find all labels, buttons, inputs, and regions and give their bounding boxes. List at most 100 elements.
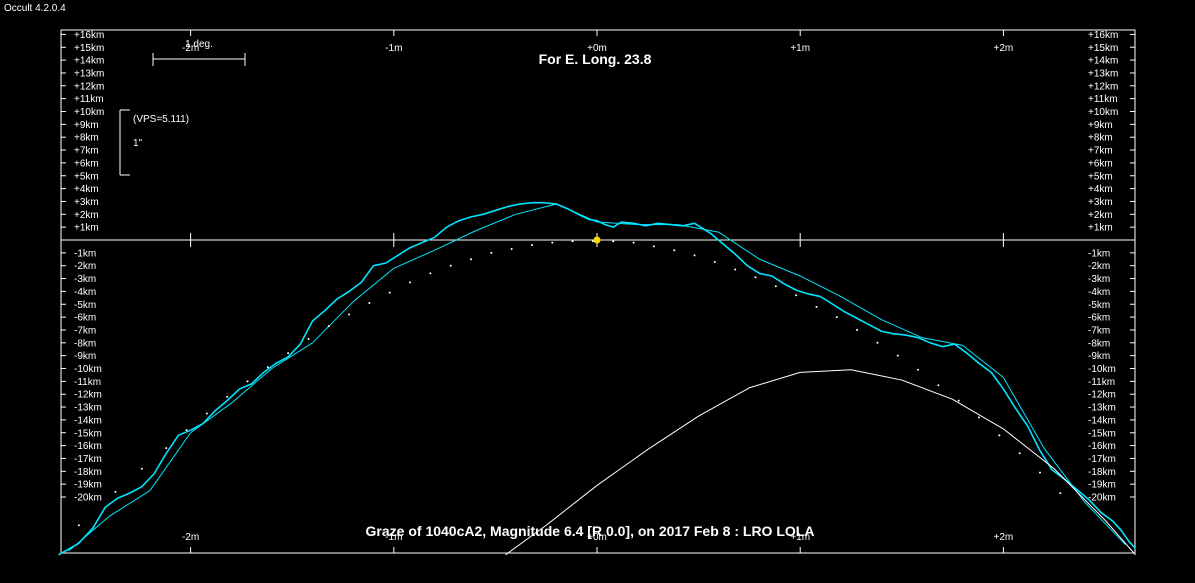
y-tick-label-right: +12km: [1088, 81, 1118, 92]
dotted-point: [409, 281, 412, 284]
y-tick-label-left: +12km: [74, 81, 104, 92]
y-tick-label-left: -2km: [74, 261, 96, 272]
dotted-point: [470, 258, 473, 261]
y-tick-label-right: +5km: [1088, 171, 1113, 182]
dotted-point: [876, 341, 879, 344]
y-tick-label-right: -10km: [1088, 364, 1116, 375]
y-tick-label-left: +13km: [74, 68, 104, 79]
dotted-point: [673, 249, 676, 252]
dotted-point: [185, 429, 188, 432]
dotted-point: [287, 352, 290, 355]
y-tick-label-left: -19km: [74, 480, 102, 491]
limb-profile-smoothed-line: [68, 203, 1126, 552]
y-tick-label-left: -12km: [74, 390, 102, 401]
dotted-point: [429, 272, 432, 275]
y-tick-label-right: -7km: [1088, 325, 1110, 336]
y-tick-label-right: +14km: [1088, 56, 1118, 67]
arcsec-label: 1": [133, 138, 143, 149]
star-path-curve: [505, 369, 1136, 556]
y-tick-label-left: +4km: [74, 184, 99, 195]
y-tick-label-left: -7km: [74, 325, 96, 336]
dotted-point: [1059, 492, 1062, 495]
y-tick-label-right: +10km: [1088, 107, 1118, 118]
scale-bar-label: 1 deg.: [185, 39, 213, 50]
y-tick-label-right: +16km: [1088, 30, 1118, 41]
x-tick-label-top: +0m: [587, 43, 607, 54]
dotted-point: [998, 434, 1001, 437]
y-tick-label-left: +10km: [74, 107, 104, 118]
y-tick-label-right: -6km: [1088, 313, 1110, 324]
dotted-point: [165, 447, 168, 450]
dotted-point: [957, 399, 960, 402]
y-tick-label-left: -20km: [74, 493, 102, 504]
y-tick-label-right: -17km: [1088, 454, 1116, 465]
y-tick-label-left: -17km: [74, 454, 102, 465]
dotted-point: [612, 240, 615, 243]
y-tick-label-right: +8km: [1088, 133, 1113, 144]
dotted-point: [774, 285, 777, 288]
chart-title: For E. Long. 23.8: [539, 51, 652, 67]
y-tick-label-right: -12km: [1088, 390, 1116, 401]
y-tick-label-right: -8km: [1088, 338, 1110, 349]
x-tick-label-bottom: -1m: [385, 532, 402, 543]
dotted-point: [205, 412, 208, 415]
dotted-point: [388, 291, 391, 294]
dotted-point: [307, 337, 310, 340]
dotted-point: [632, 241, 635, 244]
y-tick-label-left: +15km: [74, 43, 104, 54]
dotted-point: [114, 490, 117, 493]
y-tick-label-right: +15km: [1088, 43, 1118, 54]
dotted-point: [266, 366, 269, 369]
dotted-point: [449, 264, 452, 267]
y-tick-label-left: -16km: [74, 441, 102, 452]
plot-frame: [60, 29, 1136, 554]
y-tick-label-left: -9km: [74, 351, 96, 362]
y-tick-label-right: -14km: [1088, 415, 1116, 426]
dotted-point: [591, 240, 594, 243]
y-tick-label-right: -13km: [1088, 403, 1116, 414]
y-tick-label-left: +6km: [74, 158, 99, 169]
y-tick-label-right: -15km: [1088, 428, 1116, 439]
y-tick-label-right: +4km: [1088, 184, 1113, 195]
y-tick-label-right: -5km: [1088, 300, 1110, 311]
dotted-point: [348, 313, 351, 316]
chart-subtitle: Graze of 1040cA2, Magnitude 6.4 [R 0.0],…: [366, 523, 815, 539]
dotted-point: [510, 247, 513, 250]
x-tick-label-bottom: +1m: [790, 532, 810, 543]
y-tick-label-left: +3km: [74, 197, 99, 208]
y-tick-label-left: -15km: [74, 428, 102, 439]
y-tick-label-right: -1km: [1088, 248, 1110, 259]
y-tick-label-right: +13km: [1088, 68, 1118, 79]
x-tick-label-top: +2m: [994, 43, 1014, 54]
y-tick-label-left: -5km: [74, 300, 96, 311]
dotted-point: [551, 241, 554, 244]
dotted-point: [937, 384, 940, 387]
star-position-marker: [593, 236, 601, 244]
y-tick-label-left: +7km: [74, 146, 99, 157]
dotted-point: [368, 301, 371, 304]
vps-label: (VPS=5.111): [133, 114, 189, 125]
dotted-point: [835, 316, 838, 319]
y-tick-label-left: +9km: [74, 120, 99, 131]
dotted-point: [856, 328, 859, 331]
y-tick-label-left: -8km: [74, 338, 96, 349]
y-tick-label-left: -14km: [74, 415, 102, 426]
y-tick-label-right: -16km: [1088, 441, 1116, 452]
y-tick-label-left: +8km: [74, 133, 99, 144]
x-tick-label-bottom: -2m: [182, 532, 199, 543]
dotted-point: [226, 395, 229, 398]
x-tick-label-top: -2m: [182, 43, 199, 54]
dotted-point: [571, 240, 574, 243]
y-tick-label-right: +3km: [1088, 197, 1113, 208]
y-tick-label-left: -3km: [74, 274, 96, 285]
y-tick-label-left: -18km: [74, 467, 102, 478]
dotted-point: [77, 524, 80, 527]
dotted-point: [734, 268, 737, 271]
dotted-point: [713, 260, 716, 263]
dotted-point: [795, 294, 798, 297]
dotted-point: [815, 305, 818, 308]
dotted-point: [754, 276, 757, 279]
y-tick-label-left: +14km: [74, 56, 104, 67]
y-tick-label-right: -20km: [1088, 493, 1116, 504]
